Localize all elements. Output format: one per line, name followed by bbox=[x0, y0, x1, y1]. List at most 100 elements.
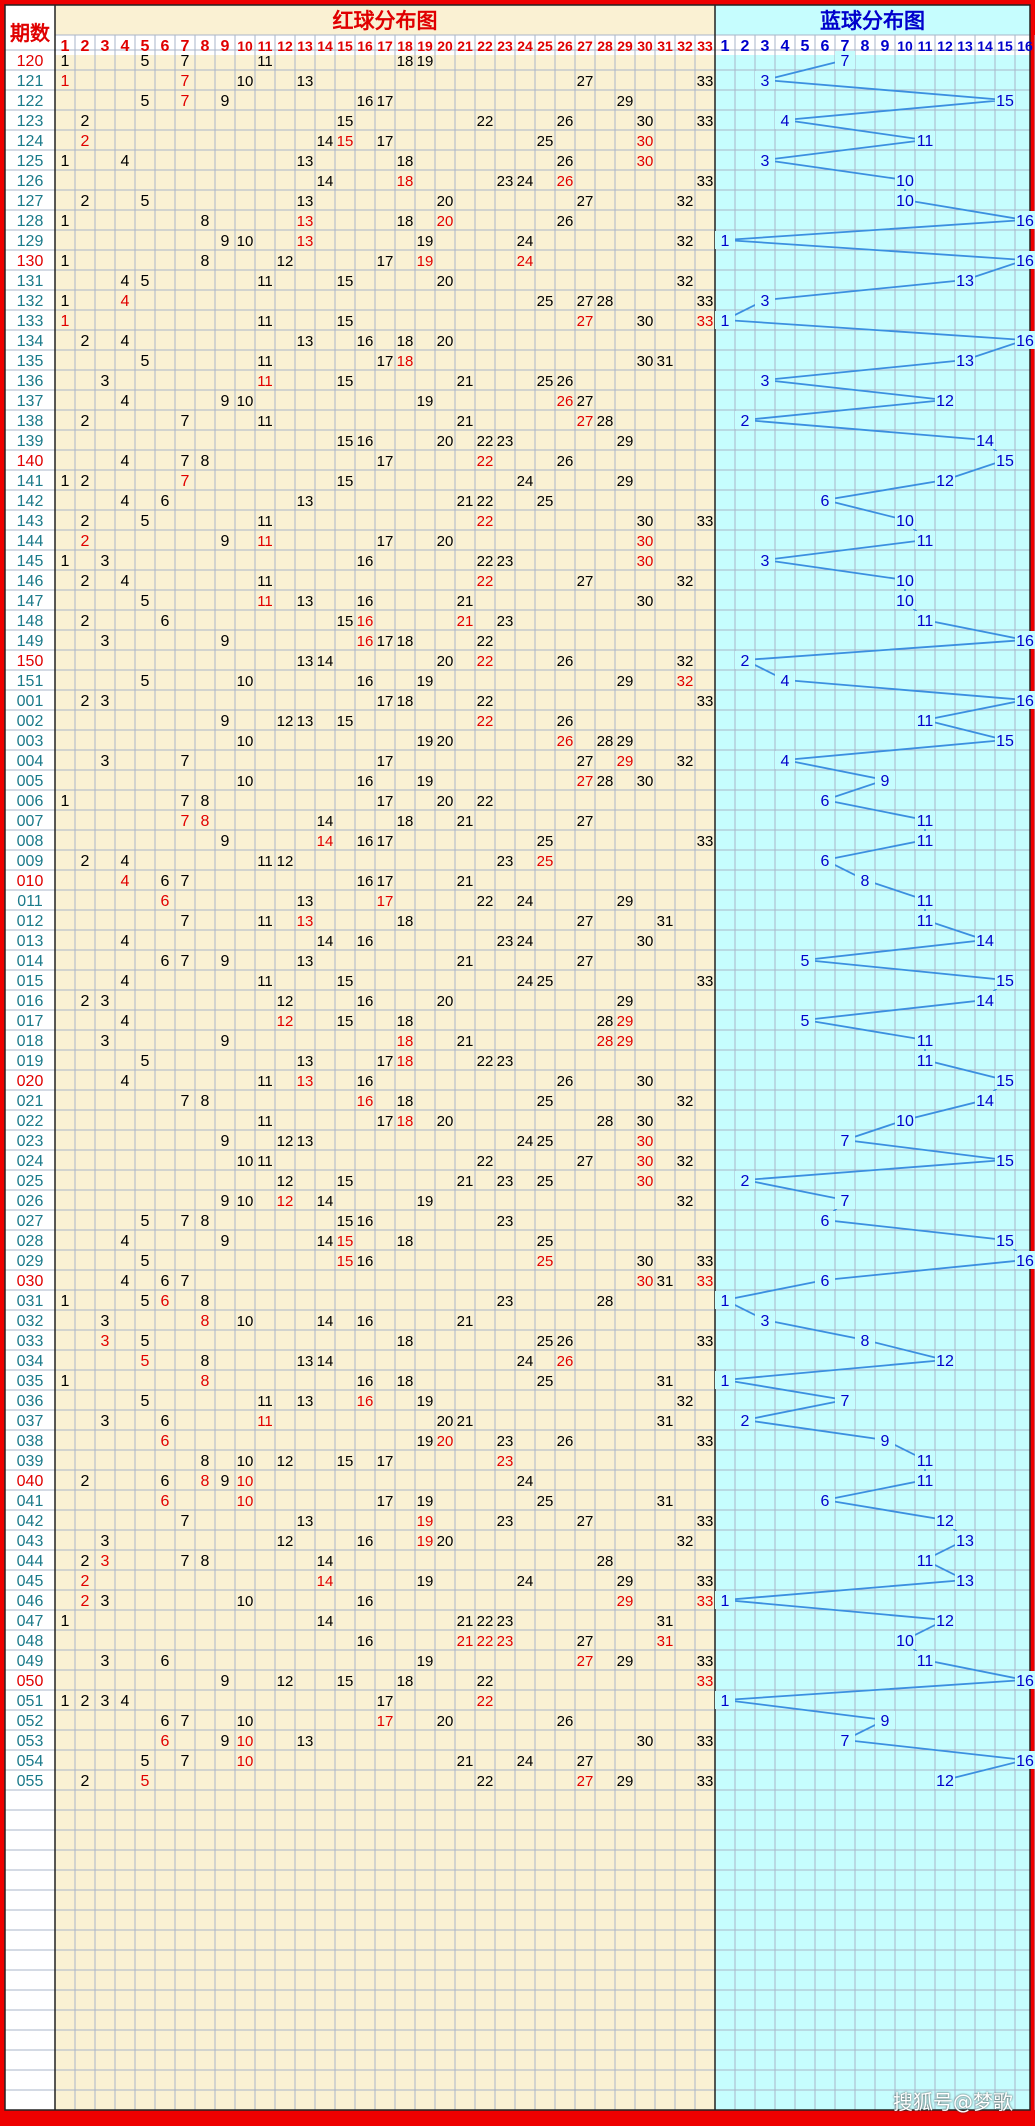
blue-ball-halo bbox=[875, 1711, 895, 1729]
blue-ball-halo bbox=[815, 1211, 835, 1229]
red-ball-number: 30 bbox=[637, 593, 654, 610]
red-ball-number: 1 bbox=[61, 793, 70, 810]
red-ball-number: 14 bbox=[317, 1353, 334, 1370]
blue-ball-halo bbox=[1015, 631, 1035, 649]
period-label: 134 bbox=[17, 333, 44, 350]
red-ball-number: 29 bbox=[617, 893, 634, 910]
red-ball-number: 20 bbox=[437, 1413, 454, 1430]
red-ball-number: 21 bbox=[457, 953, 474, 970]
red-ball-number: 25 bbox=[537, 1173, 554, 1190]
blue-ball-number: 1 bbox=[721, 1593, 730, 1610]
red-ball-number: 31 bbox=[657, 1613, 674, 1630]
period-label: 022 bbox=[17, 1113, 44, 1130]
red-ball-number: 30 bbox=[637, 1173, 654, 1190]
blue-ball-number: 10 bbox=[896, 173, 914, 190]
red-ball-number: 18 bbox=[397, 1033, 414, 1050]
red-ball-number: 7 bbox=[181, 53, 190, 70]
blue-ball-halo bbox=[835, 51, 855, 69]
red-ball-number: 26 bbox=[557, 113, 574, 130]
red-ball-number: 7 bbox=[181, 413, 190, 430]
red-ball-number: 15 bbox=[337, 313, 354, 330]
blue-ball-halo bbox=[935, 1351, 955, 1369]
red-ball-number: 14 bbox=[317, 933, 334, 950]
red-ball-number: 8 bbox=[201, 1293, 210, 1310]
red-ball-number: 8 bbox=[201, 1553, 210, 1570]
period-label: 042 bbox=[17, 1513, 44, 1530]
blue-ball-halo bbox=[835, 1131, 855, 1149]
blue-ball-halo bbox=[935, 1511, 955, 1529]
red-ball-number: 16 bbox=[357, 433, 374, 450]
red-ball-number: 1 bbox=[61, 1613, 70, 1630]
blue-ball-number: 11 bbox=[917, 713, 934, 730]
red-ball-number: 18 bbox=[397, 1673, 414, 1690]
red-ball-number: 8 bbox=[201, 213, 210, 230]
blue-ball-halo bbox=[895, 191, 915, 209]
period-label: 005 bbox=[17, 773, 44, 790]
red-ball-number: 27 bbox=[577, 393, 594, 410]
red-ball-number: 12 bbox=[277, 1533, 294, 1550]
blue-ball-number: 16 bbox=[1016, 1673, 1034, 1690]
red-ball-number: 2 bbox=[81, 1553, 90, 1570]
period-label: 125 bbox=[17, 153, 44, 170]
red-ball-number: 1 bbox=[61, 293, 70, 310]
red-ball-number: 7 bbox=[181, 1273, 190, 1290]
red-ball-number: 33 bbox=[697, 1653, 714, 1670]
red-ball-number: 8 bbox=[201, 1093, 210, 1110]
red-ball-number: 25 bbox=[537, 1333, 554, 1350]
red-ball-number: 11 bbox=[257, 313, 273, 330]
red-ball-number: 16 bbox=[357, 1213, 374, 1230]
red-ball-number: 16 bbox=[357, 673, 374, 690]
red-ball-number: 17 bbox=[377, 93, 394, 110]
red-ball-number: 4 bbox=[121, 1073, 130, 1090]
blue-ball-number: 1 bbox=[721, 1693, 730, 1710]
red-ball-number: 22 bbox=[477, 453, 494, 470]
period-label: 133 bbox=[17, 313, 44, 330]
red-ball-number: 22 bbox=[477, 113, 494, 130]
blue-ball-halo bbox=[875, 771, 895, 789]
red-ball-number: 5 bbox=[141, 1353, 150, 1370]
red-ball-number: 10 bbox=[237, 1313, 254, 1330]
blue-ball-halo bbox=[1015, 251, 1035, 269]
red-ball-number: 21 bbox=[457, 1033, 474, 1050]
red-ball-number: 17 bbox=[377, 1493, 394, 1510]
blue-ball-halo bbox=[1015, 1671, 1035, 1689]
red-ball-number: 15 bbox=[337, 1013, 354, 1030]
red-ball-number: 11 bbox=[257, 573, 273, 590]
grid-border bbox=[4, 4, 1031, 2111]
red-ball-number: 25 bbox=[537, 293, 554, 310]
red-ball-number: 11 bbox=[257, 1113, 273, 1130]
blue-ball-number: 16 bbox=[1016, 693, 1034, 710]
red-ball-number: 12 bbox=[277, 993, 294, 1010]
period-label: 044 bbox=[17, 1553, 44, 1570]
red-ball-number: 4 bbox=[121, 273, 130, 290]
red-ball-number: 22 bbox=[477, 573, 494, 590]
blue-ball-number: 12 bbox=[936, 393, 954, 410]
blue-ball-halo bbox=[955, 351, 975, 369]
red-ball-number: 13 bbox=[297, 233, 314, 250]
blue-ball-halo bbox=[995, 731, 1015, 749]
red-ball-number: 22 bbox=[477, 893, 494, 910]
blue-ball-number: 15 bbox=[996, 453, 1014, 470]
red-ball-number: 3 bbox=[101, 1413, 110, 1430]
red-ball-number: 12 bbox=[277, 1173, 294, 1190]
period-label: 006 bbox=[17, 793, 44, 810]
red-ball-number: 18 bbox=[397, 353, 414, 370]
blue-ball-halo bbox=[935, 1611, 955, 1629]
red-ball-number: 24 bbox=[517, 253, 534, 270]
blue-ball-halo bbox=[915, 1551, 935, 1569]
red-ball-number: 31 bbox=[657, 913, 674, 930]
red-column-label: 26 bbox=[557, 38, 573, 54]
red-ball-number: 23 bbox=[497, 933, 514, 950]
red-ball-number: 27 bbox=[577, 293, 594, 310]
red-ball-number: 10 bbox=[237, 1593, 254, 1610]
red-ball-number: 1 bbox=[61, 213, 70, 230]
period-label: 144 bbox=[17, 533, 44, 550]
red-ball-number: 11 bbox=[257, 373, 273, 390]
red-ball-number: 26 bbox=[557, 373, 574, 390]
blue-ball-number: 6 bbox=[821, 1213, 830, 1230]
red-ball-number: 10 bbox=[237, 1193, 254, 1210]
red-ball-number: 3 bbox=[101, 693, 110, 710]
blue-ball-number: 6 bbox=[821, 1493, 830, 1510]
blue-ball-number: 11 bbox=[917, 893, 934, 910]
